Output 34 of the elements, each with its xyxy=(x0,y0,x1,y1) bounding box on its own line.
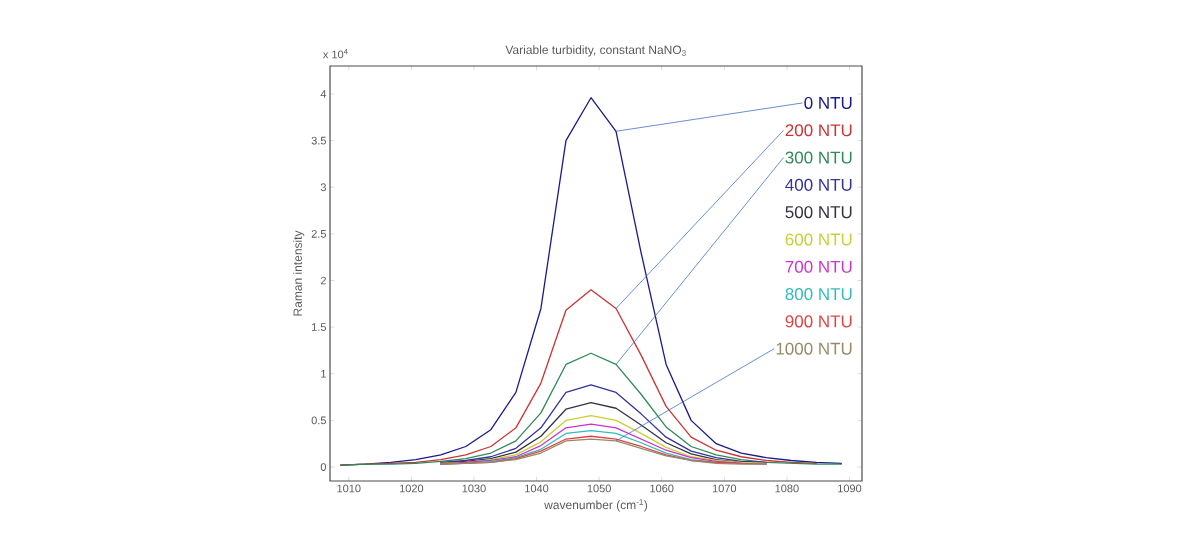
x-axis-title: wavenumber (cm$^{-1}$) xyxy=(544,499,648,512)
y-tick-label: 0.5 xyxy=(311,416,326,425)
x-tick-label: 1060 xyxy=(650,484,674,493)
y-tick-label: 2 xyxy=(320,276,326,285)
x-tick-label: 1090 xyxy=(838,484,862,493)
line-series xyxy=(440,384,767,463)
y-tick-label: 2.5 xyxy=(311,229,326,238)
x-tick-label: 1020 xyxy=(399,484,424,493)
y-tick-label: 3.5 xyxy=(311,136,326,145)
y-tick-label: 1 xyxy=(321,369,326,378)
line-series xyxy=(440,415,767,464)
text: x 10$^{4}$ xyxy=(323,48,348,59)
text: 1000 NTU xyxy=(776,342,852,355)
y-axis-title: Raman intensity xyxy=(293,230,305,316)
text: 200 NTU xyxy=(785,124,852,137)
text: 700 NTU xyxy=(785,260,852,273)
text: 400 NTU xyxy=(785,178,852,191)
x-tick-label: 1070 xyxy=(712,484,737,493)
x-tick-label: 1080 xyxy=(775,484,799,493)
y-tick-label: 3 xyxy=(320,183,326,192)
chart-title: Variable turbidity, constant NaNO$_{3}$ xyxy=(505,45,686,57)
x-tick-label: 1040 xyxy=(525,484,549,493)
x-tick-label: 1050 xyxy=(587,484,611,493)
text: 0 NTU xyxy=(804,96,852,109)
text: 600 NTU xyxy=(785,233,852,246)
y-tick-label: 0 xyxy=(320,463,327,471)
text: 800 NTU xyxy=(785,288,852,301)
x-tick-label: 1010 xyxy=(337,484,361,493)
text: 300 NTU xyxy=(785,151,852,164)
y-tick-label: 1.5 xyxy=(312,323,326,331)
text: 900 NTU xyxy=(785,315,852,328)
y-tick-label: 4 xyxy=(320,90,327,98)
text: 500 NTU xyxy=(785,206,852,219)
x-tick-label: 1030 xyxy=(462,484,486,493)
